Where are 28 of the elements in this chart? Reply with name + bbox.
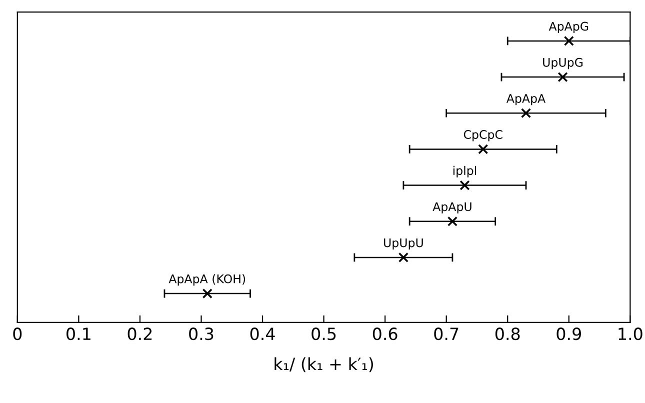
series-label: iplpl xyxy=(453,166,476,178)
point xyxy=(558,72,568,82)
point xyxy=(564,36,574,46)
x-tick-label: 0 xyxy=(13,328,22,340)
series-label: ApApU xyxy=(432,202,472,214)
x-tick-label: 0.7 xyxy=(434,328,458,340)
x-tick-label: 0.8 xyxy=(495,328,520,340)
x-axis-title: k₁/ (k₁ + k′₁) xyxy=(274,357,373,372)
point xyxy=(520,108,532,118)
x-tick-label: 0.9 xyxy=(556,328,581,340)
point xyxy=(460,180,470,190)
series-label: UpUpG xyxy=(543,58,582,70)
point xyxy=(202,288,212,299)
series-label: ApApA (KOH) xyxy=(168,274,246,286)
x-tick-label: 0.2 xyxy=(128,328,152,340)
series-label: ApApG xyxy=(548,22,588,34)
series-label: CpCpC xyxy=(464,130,502,142)
point xyxy=(447,216,458,226)
x-tick-label: 1.0 xyxy=(618,328,642,340)
x-tick-label: 0.6 xyxy=(372,328,398,340)
series-label: UpUpU xyxy=(384,238,423,250)
x-tick-label: 0.3 xyxy=(189,328,214,340)
point xyxy=(478,144,488,154)
x-tick-label: 0.4 xyxy=(250,328,275,340)
x-tick-label: 0.5 xyxy=(312,328,336,340)
point xyxy=(398,252,409,263)
x-tick-label: 0.1 xyxy=(66,328,90,340)
series-label: ApApA xyxy=(506,94,546,106)
